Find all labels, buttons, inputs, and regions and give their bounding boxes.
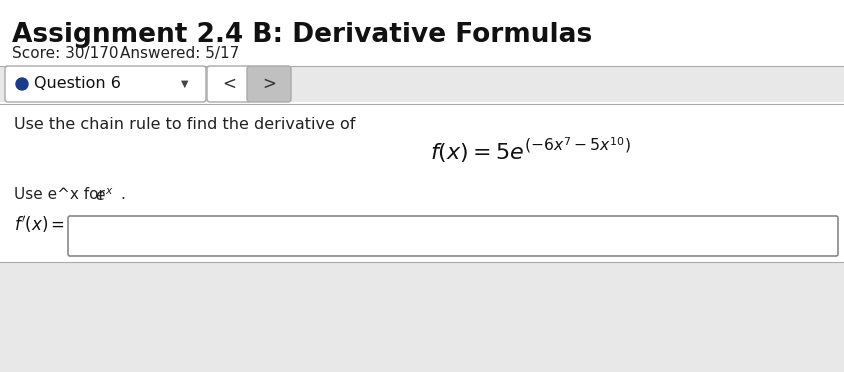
Text: Answered: 5/17: Answered: 5/17	[120, 46, 239, 61]
Text: Assignment 2.4 B: Derivative Formulas: Assignment 2.4 B: Derivative Formulas	[12, 22, 592, 48]
Text: .: .	[120, 187, 125, 202]
Text: Use e^x for: Use e^x for	[14, 187, 110, 202]
FancyBboxPatch shape	[207, 66, 251, 102]
FancyBboxPatch shape	[246, 66, 290, 102]
Text: $f(x) = 5e^{(-6x^7-5x^{10})}$: $f(x) = 5e^{(-6x^7-5x^{10})}$	[429, 135, 630, 165]
FancyBboxPatch shape	[0, 66, 844, 102]
Text: <: <	[222, 75, 235, 93]
Text: >: >	[262, 75, 276, 93]
FancyBboxPatch shape	[0, 262, 844, 372]
FancyBboxPatch shape	[5, 66, 206, 102]
Text: Score: 30/170: Score: 30/170	[12, 46, 118, 61]
FancyBboxPatch shape	[68, 216, 837, 256]
Circle shape	[16, 78, 28, 90]
Text: Use the chain rule to find the derivative of: Use the chain rule to find the derivativ…	[14, 117, 355, 132]
Text: $e^x$: $e^x$	[95, 187, 113, 203]
Text: ▼: ▼	[181, 79, 188, 89]
Text: $f'(x) =$: $f'(x) =$	[14, 214, 65, 235]
Text: Question 6: Question 6	[34, 77, 121, 92]
